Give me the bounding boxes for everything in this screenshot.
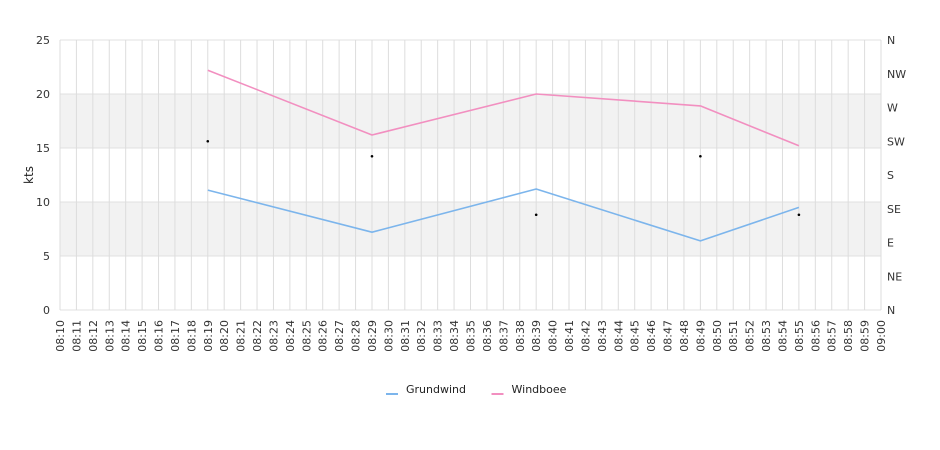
x-tick-label: 08:18: [185, 320, 198, 352]
x-tick-label: 08:40: [547, 320, 560, 352]
x-tick-label: 08:11: [70, 320, 83, 352]
x-tick-label: 08:53: [760, 320, 773, 352]
x-tick-label: 08:37: [497, 320, 510, 352]
legend[interactable]: Grundwind Windboee: [386, 383, 567, 396]
direction-point: [699, 154, 702, 158]
grid-lines: [59, 39, 882, 311]
x-tick-label: 08:50: [711, 320, 724, 352]
x-tick-label: 08:52: [744, 320, 757, 352]
x-tick-label: 08:45: [629, 320, 642, 352]
direction-markers: [206, 139, 801, 217]
direction-tick-label: E: [887, 237, 894, 250]
direction-point: [206, 139, 210, 143]
x-tick-label: 08:27: [333, 320, 346, 352]
x-tick-label: 08:47: [662, 320, 675, 352]
direction-tick-label: W: [887, 102, 898, 115]
direction-point: [534, 213, 538, 217]
x-tick-label: 08:23: [267, 320, 280, 352]
x-tick-label: 08:38: [514, 320, 527, 352]
x-tick-label: 08:54: [776, 320, 789, 352]
direction-point: [370, 154, 374, 158]
x-tick-label: 08:58: [842, 320, 855, 352]
y-tick-label: 20: [36, 88, 50, 101]
direction-tick-label: N: [887, 34, 895, 47]
direction-point: [797, 213, 801, 217]
x-tick-label: 08:16: [153, 320, 166, 352]
x-tick-label: 08:48: [678, 320, 691, 352]
x-tick-label: 08:39: [530, 320, 543, 352]
x-tick-label: 08:10: [54, 320, 67, 352]
x-tick-label: 08:13: [103, 320, 116, 352]
direction-tick-label: SW: [887, 135, 905, 148]
x-tick-label: 08:12: [87, 320, 100, 352]
direction-tick-label: NW: [887, 68, 906, 81]
x-axis: 08:10 08:11 08:12 08:13 08:14 08:15 08:16 08:17…: [54, 320, 888, 352]
direction-tick-label: N: [887, 304, 895, 317]
x-tick-label: 08:46: [645, 320, 658, 352]
y-tick-label: 0: [43, 304, 50, 317]
x-tick-label: 08:43: [596, 320, 609, 352]
x-tick-label: 08:42: [579, 320, 592, 352]
x-tick-label: 08:22: [251, 320, 264, 352]
direction-tick-label: S: [887, 169, 894, 182]
x-tick-label: 08:34: [448, 320, 461, 352]
direction-tick-label: SE: [887, 203, 901, 216]
x-tick-label: 08:36: [481, 320, 494, 352]
y-tick-label: 15: [36, 142, 50, 155]
x-tick-label: 08:30: [382, 320, 395, 352]
x-tick-label: 08:35: [465, 320, 478, 352]
x-tick-label: 08:20: [218, 320, 231, 352]
x-tick-label: 08:17: [169, 320, 182, 352]
x-tick-label: 08:31: [399, 320, 412, 352]
y-tick-label: 5: [43, 250, 50, 263]
x-tick-label: 08:14: [120, 320, 133, 352]
series-line-grundwind: [207, 188, 800, 242]
y-axis-left: 0 5 10 15 20 25: [36, 34, 50, 317]
legend-item-windboee[interactable]: Windboee: [491, 383, 567, 396]
legend-label: Grundwind: [406, 383, 466, 396]
x-tick-label: 08:33: [432, 320, 445, 352]
x-tick-label: 08:15: [136, 320, 149, 352]
x-tick-label: 08:57: [826, 320, 839, 352]
y-axis-title: kts: [22, 166, 36, 184]
y-axis-right: N NE E SE S SW W NW N: [887, 34, 906, 317]
x-tick-label: 08:59: [859, 320, 872, 352]
x-tick-label: 08:26: [317, 320, 330, 352]
x-tick-label: 08:56: [809, 320, 822, 352]
x-tick-label: 08:28: [350, 320, 363, 352]
x-tick-label: 09:00: [875, 320, 888, 352]
x-tick-label: 08:19: [202, 320, 215, 352]
x-tick-label: 08:24: [284, 320, 297, 352]
legend-label: Windboee: [512, 383, 567, 396]
x-tick-label: 08:44: [612, 320, 625, 352]
series-line-windboee: [207, 69, 800, 147]
x-tick-label: 08:25: [300, 320, 313, 352]
y-tick-label: 25: [36, 34, 50, 47]
x-tick-label: 08:32: [415, 320, 428, 352]
x-tick-label: 08:21: [235, 320, 248, 352]
legend-item-grundwind[interactable]: Grundwind: [386, 383, 466, 396]
x-tick-label: 08:51: [727, 320, 740, 352]
x-tick-label: 08:29: [366, 320, 379, 352]
x-tick-label: 08:49: [694, 320, 707, 352]
y-tick-label: 10: [36, 196, 50, 209]
x-tick-label: 08:41: [563, 320, 576, 352]
direction-tick-label: NE: [887, 270, 902, 283]
series-lines: [207, 69, 800, 242]
x-tick-label: 08:55: [793, 320, 806, 352]
